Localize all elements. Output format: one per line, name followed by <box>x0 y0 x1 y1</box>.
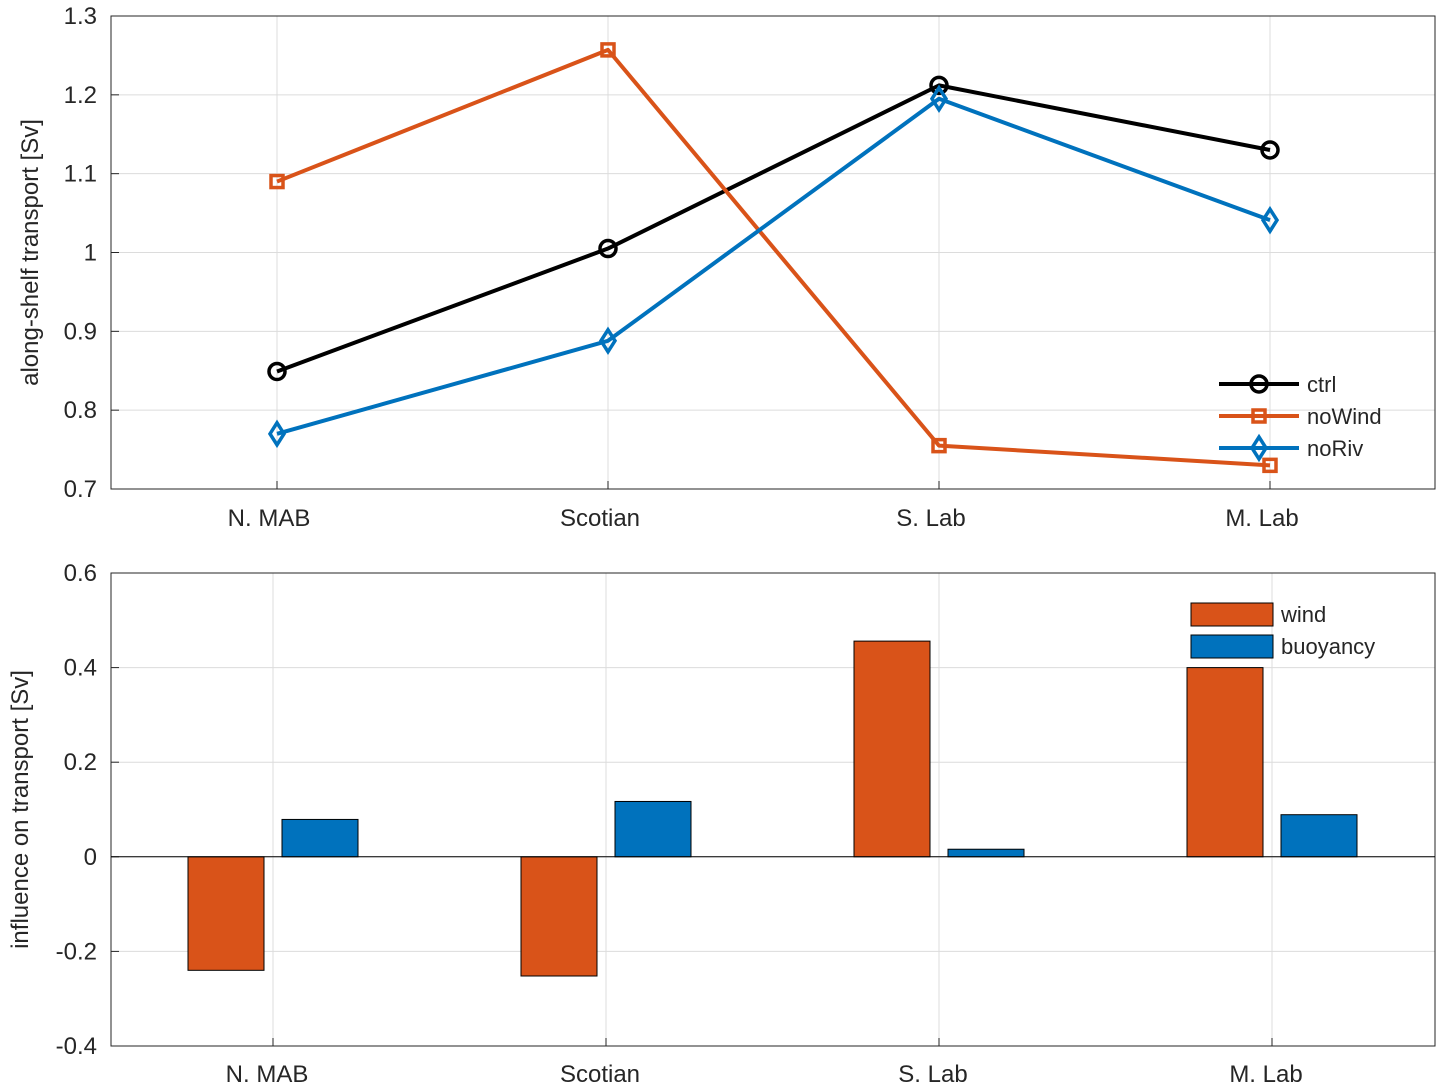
y-tick-label: 1.3 <box>64 3 97 30</box>
y-axis-label: influence on transport [Sv] <box>7 670 34 949</box>
legend-marker-noWind <box>1251 408 1267 424</box>
bar-wind <box>187 856 265 971</box>
series-line-ctrl <box>276 83 1271 374</box>
y-tick-label: -0.2 <box>56 938 97 965</box>
bar-buoyancy <box>281 818 359 858</box>
x-tick-label: Scotian <box>560 505 640 532</box>
data-point-ctrl <box>1260 140 1280 160</box>
y-tick-label: 1 <box>84 240 97 267</box>
y-tick-label: 0.8 <box>64 397 97 424</box>
y-tick-label: -0.4 <box>56 1033 97 1060</box>
x-tick-label: S. Lab <box>896 505 965 532</box>
data-point-noRiv <box>929 84 949 114</box>
y-tick-label: 0.7 <box>64 476 97 503</box>
top-line-plot: 0.7 0.8 0.9 1 1.1 1.2 1.3 N. MAB Scotian S. Lab M.… <box>17 3 1436 532</box>
legend-label-noWind: noWind <box>1307 404 1382 429</box>
data-point-ctrl <box>598 238 618 259</box>
x-tick-label: Scotian <box>560 1061 640 1088</box>
bar-wind <box>1186 667 1264 858</box>
legend-label-noRiv: noRiv <box>1307 436 1363 461</box>
legend-label-buoyancy: buoyancy <box>1281 634 1375 659</box>
series-line-noWind <box>276 47 1271 468</box>
data-point-noRiv <box>267 419 287 449</box>
data-point-noWind <box>600 42 616 58</box>
series-line-noRiv <box>276 96 1271 436</box>
x-tick-label: M. Lab <box>1225 505 1298 532</box>
x-tick-label: S. Lab <box>898 1061 967 1088</box>
data-point-noWind <box>269 173 285 190</box>
bar-buoyancy <box>614 800 692 858</box>
axes-box <box>110 572 1436 1047</box>
legend-marker-noRiv <box>1249 433 1269 463</box>
legend-swatch-wind <box>1190 602 1274 627</box>
legend-label-wind: wind <box>1280 602 1326 627</box>
y-axis-label: along-shelf transport [Sv] <box>17 119 44 386</box>
data-point-noRiv <box>598 326 618 356</box>
legend-marker-ctrl <box>1249 374 1269 394</box>
y-tick-label: 0.2 <box>64 749 97 776</box>
data-point-noWind <box>931 437 947 454</box>
bar-buoyancy <box>1280 814 1358 858</box>
legend-swatch-buoyancy <box>1190 634 1274 659</box>
legend-label-ctrl: ctrl <box>1307 372 1336 397</box>
x-tick-label: N. MAB <box>226 1061 309 1088</box>
data-point-ctrl <box>929 75 949 96</box>
data-point-noWind <box>1262 457 1278 474</box>
y-tick-label: 0 <box>84 844 97 871</box>
y-tick-label: 1.2 <box>64 82 97 109</box>
bottom-bar-plot: -0.4 -0.2 0 0.2 0.4 0.6 N. MAB Scotian S. Lab M. … <box>7 560 1436 1088</box>
data-point-ctrl <box>267 361 287 382</box>
y-tick-label: 0.9 <box>64 318 97 345</box>
x-tick-label: M. Lab <box>1229 1061 1302 1088</box>
bar-buoyancy <box>947 848 1025 858</box>
data-point-noRiv <box>1260 205 1280 235</box>
y-tick-label: 1.1 <box>64 161 97 188</box>
x-tick-label: N. MAB <box>228 505 311 532</box>
y-tick-label: 0.4 <box>64 655 97 682</box>
y-tick-label: 0.6 <box>64 560 97 587</box>
bar-wind <box>520 856 598 977</box>
bar-wind <box>853 640 931 858</box>
